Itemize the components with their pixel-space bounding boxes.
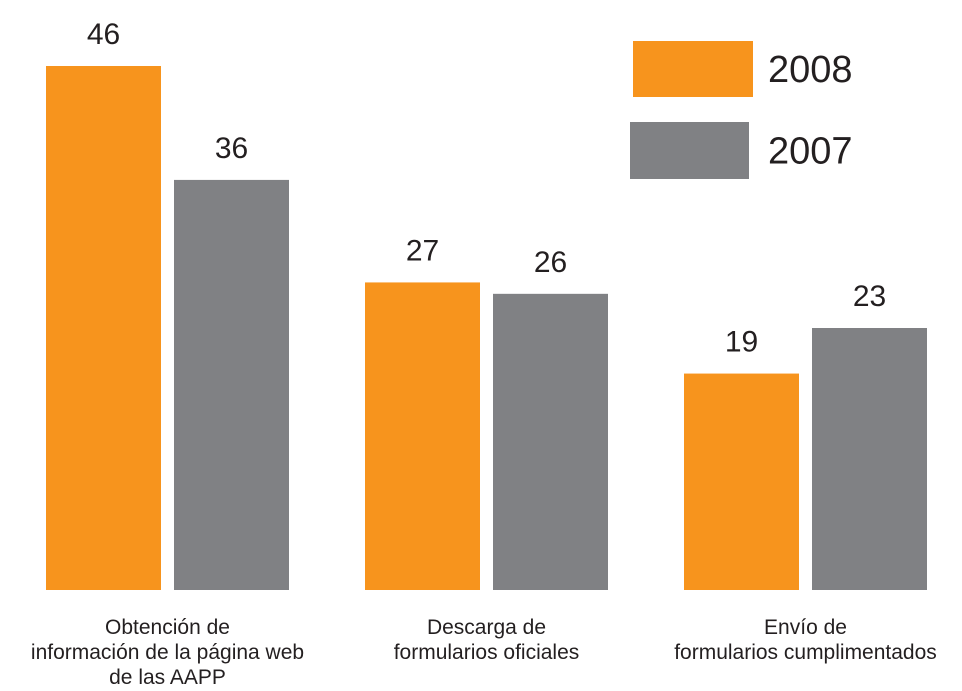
category-label-line: formularios oficiales — [394, 641, 580, 664]
category-label-line: de las AAPP — [109, 666, 226, 689]
bar-2008-category-2 — [365, 282, 480, 590]
legend-swatch-2008 — [633, 41, 753, 97]
bars-group — [46, 66, 927, 591]
category-label-line: formularios cumplimentados — [674, 641, 937, 664]
bar-2008-category-3 — [684, 373, 799, 590]
bar-2007-category-3 — [812, 328, 927, 590]
data-label-2008-category-2: 27 — [406, 234, 439, 267]
category-labels-group: Obtención de información de la página web… — [31, 616, 937, 689]
bar-2007-category-2 — [493, 293, 608, 590]
bar-2007-category-1 — [174, 179, 289, 591]
legend-label-2007: 2007 — [768, 131, 853, 173]
category-label-line: información de la página web — [31, 641, 304, 664]
data-label-2007-category-3: 23 — [853, 280, 886, 313]
data-label-2007-category-1: 36 — [215, 132, 248, 165]
legend-label-2008: 2008 — [768, 49, 853, 91]
legend-swatch-2007 — [630, 122, 749, 179]
category-label-line: Envío de — [764, 616, 847, 639]
bar-2008-category-1 — [46, 66, 161, 590]
category-label-2: Descarga de formularios oficiales — [394, 616, 580, 664]
data-labels-group: 46 36 27 26 19 23 — [87, 18, 886, 359]
data-label-2008-category-1: 46 — [87, 18, 120, 51]
category-label-line: Descarga de — [427, 616, 546, 639]
category-label-1: Obtención de información de la página web… — [31, 616, 304, 689]
legend: 2008 2007 — [630, 41, 853, 179]
data-label-2008-category-3: 19 — [725, 326, 758, 359]
category-label-line: Obtención de — [105, 616, 230, 639]
data-label-2007-category-2: 26 — [534, 246, 567, 279]
category-label-3: Envío de formularios cumplimentados — [674, 616, 937, 664]
